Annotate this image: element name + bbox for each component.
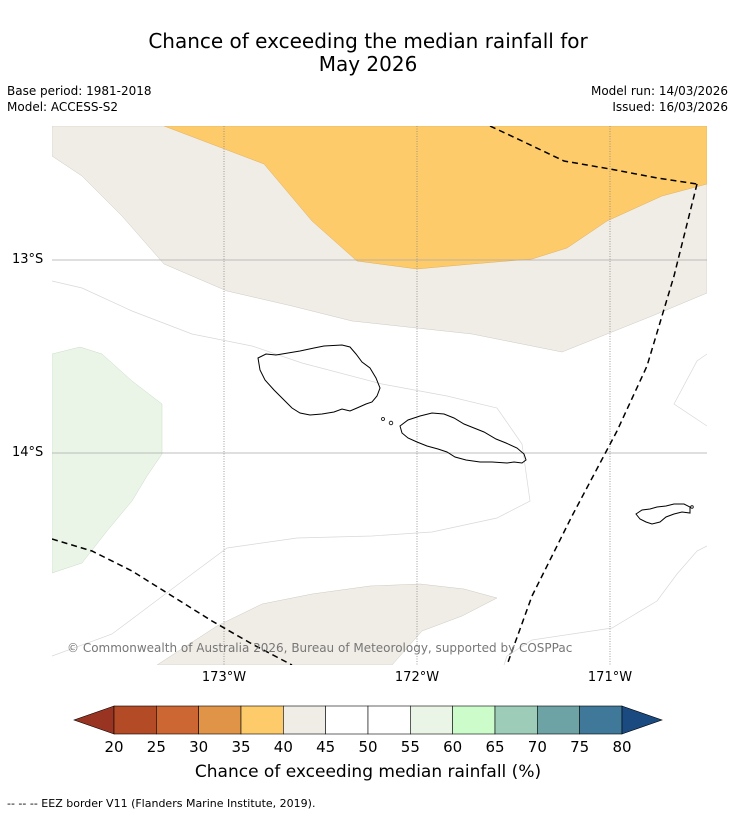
colorbar-over-arrow [621, 705, 663, 735]
colorbar-segment [156, 705, 199, 735]
copyright-notice: © Commonwealth of Australia 2026, Bureau… [67, 641, 573, 655]
colorbar-segment [198, 705, 242, 735]
issued-date: Issued: 16/03/2026 [612, 100, 728, 114]
title-line-2: May 2026 [318, 52, 418, 76]
colorbar-segment [410, 705, 453, 735]
meta-right: Model run: 14/03/2026 Issued: 16/03/2026 [591, 83, 728, 115]
model-name: Model: ACCESS-S2 [7, 100, 119, 114]
lon-label-173w: 173°W [201, 670, 247, 685]
colorbar-segment [537, 705, 580, 735]
meta-left: Base period: 1981-2018 Model: ACCESS-S2 [7, 83, 152, 115]
colorbar-tick-label: 70 [527, 738, 547, 756]
island-manono [388, 420, 394, 426]
base-period: Base period: 1981-2018 [7, 84, 152, 98]
island-apolima [381, 417, 385, 421]
lon-label-171w: 171°W [587, 670, 633, 685]
eez-border-southwest [52, 538, 293, 665]
colorbar-tick-label: 50 [358, 738, 378, 756]
colorbar-segment [240, 705, 284, 735]
colorbar-tick-label: 40 [273, 738, 293, 756]
colorbar-under-arrow [73, 705, 115, 735]
colorbar-segment [494, 705, 538, 735]
map-panel[interactable] [52, 126, 707, 665]
colorbar-tick-label: 25 [146, 738, 166, 756]
colorbar-tick-label: 80 [612, 738, 632, 756]
colorbar-segment [283, 705, 326, 735]
chart-title: Chance of exceeding the median rainfall … [0, 30, 736, 76]
title-line-1: Chance of exceeding the median rainfall … [148, 29, 588, 53]
lon-label-172w: 172°W [394, 670, 440, 685]
island-upolu [399, 412, 527, 464]
contour-line-2 [503, 545, 707, 665]
colorbar-tick-label: 60 [443, 738, 463, 756]
eez-border-east [506, 183, 698, 665]
contour-line-3 [673, 353, 707, 427]
colorbar-segment [579, 705, 623, 735]
contour-line-1 [52, 280, 531, 657]
zone-55-60-west [52, 346, 163, 574]
island-tutuila [635, 503, 691, 525]
colorbar-segments [73, 705, 663, 735]
island-aunuu [690, 505, 694, 509]
map-svg [52, 126, 707, 665]
eez-border-north [489, 126, 698, 185]
colorbar-tick-label: 20 [104, 738, 124, 756]
lat-label-13s: 13°S [12, 252, 44, 267]
colorbar-segment [113, 705, 157, 735]
colorbar-tick-label: 65 [485, 738, 505, 756]
colorbar-tick-label: 55 [400, 738, 420, 756]
lat-label-14s: 14°S [12, 445, 44, 460]
colorbar-tick-label: 45 [316, 738, 336, 756]
island-savaii [257, 344, 381, 416]
colorbar-segment [325, 705, 369, 735]
colorbar-tick-label: 30 [189, 738, 209, 756]
colorbar-segment [367, 705, 411, 735]
colorbar-segment [452, 705, 496, 735]
model-run: Model run: 14/03/2026 [590, 84, 728, 98]
colorbar-tick-label: 75 [570, 738, 590, 756]
eez-footnote: -- -- -- EEZ border V11 (Flanders Marine… [7, 797, 316, 810]
colorbar-label: Chance of exceeding median rainfall (%) [194, 762, 542, 782]
zone-35-40-north [163, 126, 707, 270]
colorbar-tick-label: 35 [231, 738, 251, 756]
